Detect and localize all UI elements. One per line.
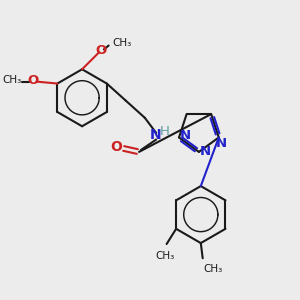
Text: CH₃: CH₃ xyxy=(2,75,21,85)
Text: CH₃: CH₃ xyxy=(204,264,223,274)
Text: O: O xyxy=(27,74,38,87)
Text: N: N xyxy=(180,129,191,142)
Text: O: O xyxy=(95,44,107,57)
Text: H: H xyxy=(160,124,169,137)
Text: N: N xyxy=(216,137,227,150)
Text: CH₃: CH₃ xyxy=(112,38,132,48)
Text: N: N xyxy=(200,146,211,158)
Text: N: N xyxy=(149,128,161,142)
Text: O: O xyxy=(110,140,122,154)
Text: CH₃: CH₃ xyxy=(155,251,174,261)
